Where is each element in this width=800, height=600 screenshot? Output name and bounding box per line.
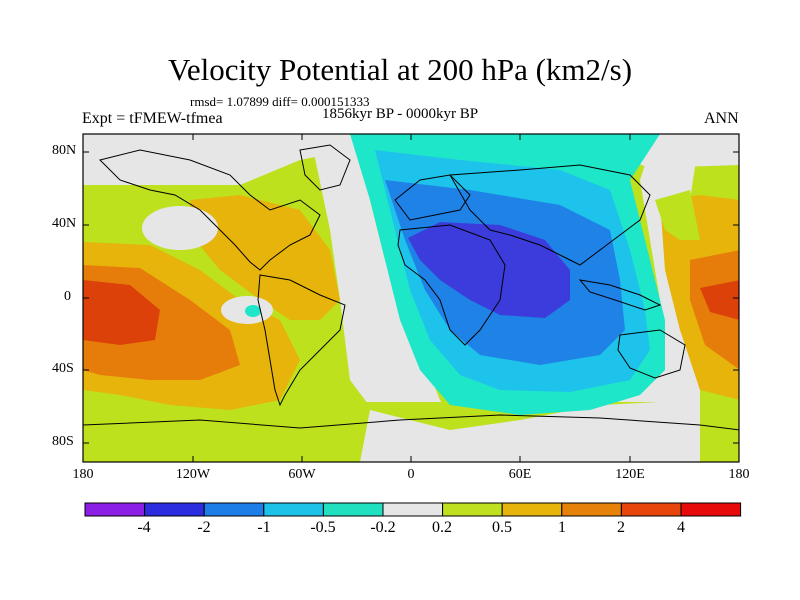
colorbar-label-neg2: -2	[197, 519, 211, 536]
south-america-outline	[257, 274, 346, 407]
lat-label-80s: 80S	[52, 434, 74, 449]
maritime-continent-outline	[578, 279, 662, 311]
red-orange-right	[700, 280, 739, 320]
lat-label-40n: 40N	[52, 216, 77, 231]
colorbar-box-6	[442, 502, 503, 517]
season-label: ANN	[704, 110, 739, 127]
lon-label-180-right: 180	[728, 467, 750, 482]
antarctica-outline	[83, 414, 739, 431]
colorbar-label-neg0-2: -0.2	[370, 519, 396, 536]
experiment-label: Expt = tFMEW-tfmea	[82, 110, 223, 127]
lon-label-60e: 60E	[508, 467, 532, 482]
colorbar-label-2: 2	[617, 519, 625, 536]
colorbar-label-0-5: 0.5	[492, 519, 512, 536]
colorbar-label-0-2: 0.2	[432, 519, 452, 536]
colorbar-label-1: 1	[558, 519, 566, 536]
lon-label-120w: 120W	[175, 467, 211, 482]
colorbar-box-9	[620, 502, 682, 517]
gray-band-central	[310, 134, 700, 462]
shaded-field	[83, 134, 739, 462]
lon-label-60w: 60W	[288, 467, 316, 482]
teal-north	[380, 134, 580, 155]
colorbar-box-4	[322, 502, 384, 517]
colorbar-label-4: 4	[677, 519, 685, 536]
lon-label-180-left: 180	[72, 467, 94, 482]
lat-label-80n: 80N	[52, 143, 77, 158]
rmsd-diff-stats: rmsd= 1.07899 diff= 0.000151333	[190, 94, 370, 109]
colorbar-box-10	[680, 502, 742, 517]
lat-label-0: 0	[64, 289, 71, 304]
australia-outline	[617, 329, 686, 379]
colorbar-box-2	[203, 502, 265, 517]
time-period-label: 1856kyr BP - 0000kyr BP	[322, 106, 479, 122]
gray-patch-north-pacific	[142, 206, 218, 250]
lat-label-40s: 40S	[52, 361, 74, 376]
red-orange-core	[83, 280, 160, 345]
deep-blue-core	[408, 222, 570, 318]
teal-patch-south-america	[245, 305, 261, 317]
colorbar-box-8	[561, 502, 622, 517]
colorbar-box-1	[144, 502, 205, 517]
colorbar-box-0	[84, 502, 146, 517]
europe-outline	[394, 174, 471, 221]
north-america-outline	[99, 149, 321, 271]
gold-americas	[190, 195, 340, 320]
colorbar-label-neg1: -1	[257, 519, 271, 536]
gray-band-south	[360, 400, 700, 462]
green-east-asia	[655, 190, 700, 240]
africa-outline	[397, 224, 506, 346]
colorbar-box-5	[382, 502, 444, 517]
colorbar-box-7	[501, 502, 563, 517]
greenland-outline	[299, 144, 351, 191]
lon-label-0: 0	[407, 467, 415, 482]
lon-label-120e: 120E	[615, 467, 645, 482]
asia-outline	[449, 164, 651, 266]
coastlines	[83, 144, 739, 431]
colorbar-box-3	[263, 502, 324, 517]
map-title: Velocity Potential at 200 hPa (km2/s)	[167, 52, 633, 87]
colorbar-label-neg4: -4	[137, 519, 151, 536]
colorbar-label-neg0-5: -0.5	[310, 519, 336, 536]
axis-ticks	[83, 134, 739, 462]
